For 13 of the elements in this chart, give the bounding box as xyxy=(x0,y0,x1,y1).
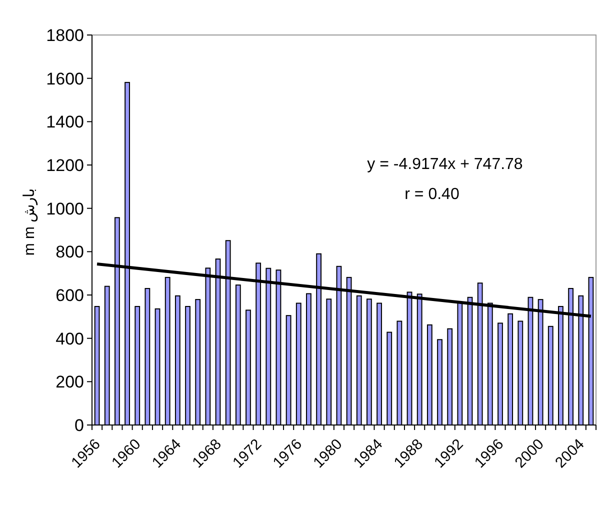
y-tick-label: 1200 xyxy=(46,156,84,175)
y-tick-label: 1400 xyxy=(46,112,84,132)
y-tick-label: 0 xyxy=(74,416,84,435)
annotation: r = 0.40 xyxy=(404,186,460,203)
annotation: y = -4.9174x + 747.78 xyxy=(367,156,523,173)
y-tick-label: 400 xyxy=(56,329,84,348)
y-tick-label: 1600 xyxy=(46,69,84,88)
y-tick-label: 1800 xyxy=(46,26,84,45)
y-tick-label: 800 xyxy=(56,242,84,262)
y-tick-label: 600 xyxy=(56,286,84,305)
y-axis-title: m m بارش xyxy=(21,188,38,256)
y-tick-label: 1000 xyxy=(46,199,84,218)
y-tick-label: 200 xyxy=(56,372,84,392)
